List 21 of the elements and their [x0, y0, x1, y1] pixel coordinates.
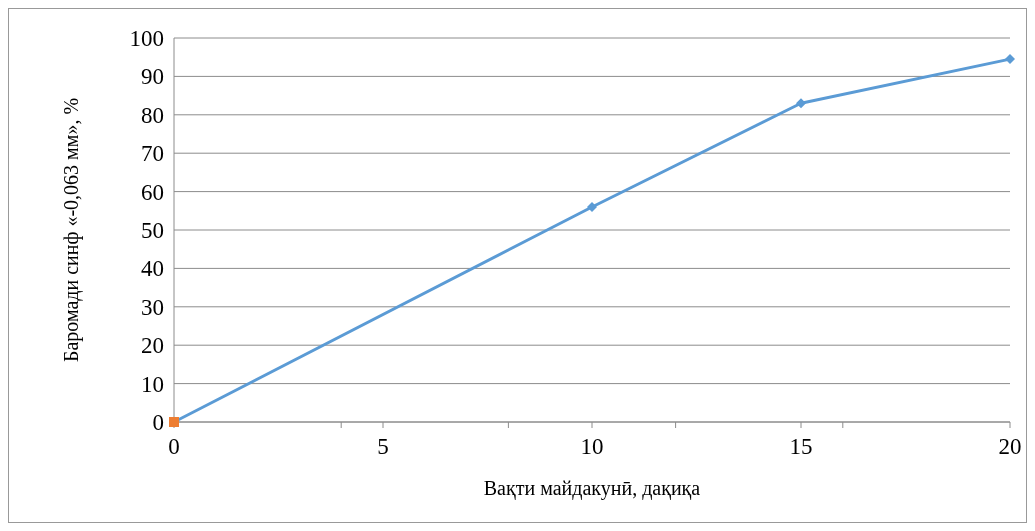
y-tick-label: 100	[129, 26, 164, 52]
x-tick-label: 15	[789, 434, 813, 459]
x-tick-label: 10	[580, 434, 604, 459]
point	[1005, 54, 1015, 65]
y-tick-label: 50	[141, 218, 164, 244]
x-tick-label: 20	[998, 434, 1022, 459]
y-tick-label: 10	[141, 371, 164, 397]
x-tick-label: 0	[168, 434, 180, 459]
y-tick-label: 30	[141, 294, 164, 320]
y-tick-label: 80	[141, 102, 164, 128]
y-tick-label: 0	[152, 410, 164, 436]
point	[587, 201, 597, 212]
x-tick-label: 5	[377, 434, 389, 459]
y-tick-label: 70	[141, 141, 164, 167]
y-tick-label: 60	[141, 179, 164, 205]
x-axis-title: Вақти майдакунӣ, дақиқа	[483, 477, 701, 500]
y-tick-label: 20	[141, 333, 164, 359]
y-tick-label: 90	[141, 64, 164, 90]
y-tick-label: 40	[141, 256, 164, 282]
y-axis-title: Баромади синф «-0,063 мм», %	[60, 97, 83, 363]
point	[796, 98, 806, 109]
